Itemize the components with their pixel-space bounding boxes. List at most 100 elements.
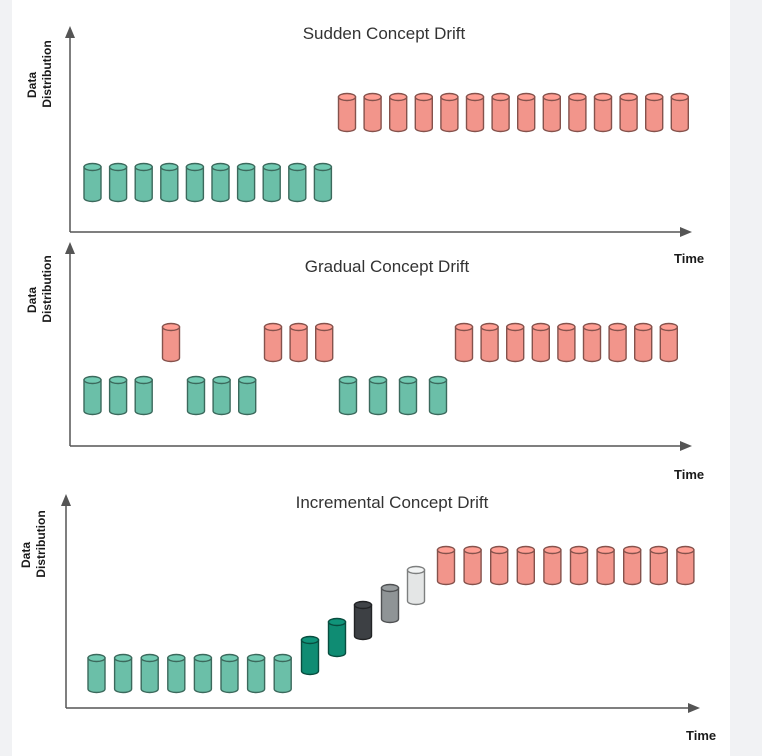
x-axis-label: Time — [674, 251, 704, 266]
cylinder-body — [186, 379, 206, 416]
cylinder-top — [353, 600, 373, 610]
cylinder-body — [108, 379, 128, 416]
cylinder-body — [161, 326, 181, 363]
data-cylinder — [327, 617, 347, 658]
cylinder-body — [289, 326, 308, 363]
cylinder-top — [193, 653, 213, 663]
panel-sudden: Sudden Concept Drift Data Distribution T… — [25, 24, 704, 266]
cylinder-body — [676, 549, 695, 586]
data-cylinder — [263, 322, 283, 363]
cylinder-body — [353, 604, 373, 641]
data-cylinder — [353, 600, 373, 641]
cylinder-body — [569, 549, 589, 586]
data-cylinder — [193, 653, 213, 694]
cylinder-body — [440, 96, 459, 133]
cylinder-top — [108, 162, 128, 172]
cylinder-body — [288, 166, 307, 203]
data-cylinder — [491, 92, 510, 133]
data-cylinder — [389, 92, 408, 133]
cylinder-body — [670, 96, 689, 133]
cylinder-body — [338, 379, 358, 416]
cylinder-top — [649, 545, 668, 555]
cylinder-body — [263, 326, 283, 363]
x-axis-label: Time — [686, 728, 716, 743]
data-cylinder — [406, 565, 426, 606]
cylinder-body — [327, 621, 347, 658]
cylinder-body — [246, 657, 266, 694]
cylinder-body — [543, 549, 562, 586]
cylinder-top — [480, 322, 499, 332]
cylinder-top — [161, 322, 181, 332]
cylinder-top — [436, 545, 456, 555]
cylinder-body — [490, 549, 509, 586]
data-cylinder — [83, 375, 102, 416]
data-cylinder — [634, 322, 653, 363]
cylinder-body — [313, 166, 333, 203]
cylinder-body — [582, 326, 602, 363]
cylinder-body — [542, 96, 561, 133]
cylinder-body — [517, 96, 536, 133]
cylinder-top — [428, 375, 448, 385]
y-axis-label-line1: Data — [19, 542, 33, 568]
cylinder-body — [398, 379, 418, 416]
data-cylinder — [212, 375, 231, 416]
cylinder-top — [568, 92, 587, 102]
cylinder-top — [185, 162, 205, 172]
cylinder-top — [608, 322, 627, 332]
cylinder-top — [623, 545, 642, 555]
data-cylinder — [649, 545, 668, 586]
data-cylinder — [167, 653, 186, 694]
data-cylinder — [569, 545, 589, 586]
data-cylinder — [645, 92, 664, 133]
cylinder-body — [160, 166, 179, 203]
x-axis-label: Time — [674, 467, 704, 482]
data-cylinder — [237, 375, 257, 416]
data-cylinder — [134, 375, 153, 416]
data-cylinder — [557, 322, 576, 363]
cylinder-top — [619, 92, 638, 102]
panel-incremental: Incremental Concept Drift Data Distribut… — [19, 493, 716, 743]
cylinder-body — [113, 657, 133, 694]
cylinder-body — [406, 569, 426, 606]
data-cylinder — [262, 162, 281, 203]
data-cylinder — [593, 92, 613, 133]
y-axis-arrow — [65, 242, 75, 254]
cylinder-top — [289, 322, 308, 332]
cylinder-top — [516, 545, 535, 555]
cylinder-body — [593, 96, 613, 133]
cylinder-top — [211, 162, 230, 172]
cylinder-body — [428, 379, 448, 416]
cylinder-group — [83, 322, 678, 416]
cylinder-body — [262, 166, 281, 203]
cylinder-top — [273, 653, 292, 663]
data-cylinder — [220, 653, 239, 694]
cylinder-body — [108, 166, 128, 203]
cylinder-top — [167, 653, 186, 663]
panel-title: Sudden Concept Drift — [303, 24, 466, 43]
cylinder-top — [634, 322, 653, 332]
data-cylinder — [582, 322, 602, 363]
data-cylinder — [87, 653, 106, 694]
cylinder-body — [568, 96, 587, 133]
data-cylinder — [289, 322, 308, 363]
cylinder-body — [465, 96, 485, 133]
data-cylinder — [596, 545, 615, 586]
cylinder-top — [212, 375, 231, 385]
cylinder-top — [313, 162, 333, 172]
data-cylinder — [506, 322, 525, 363]
cylinder-top — [83, 375, 102, 385]
cylinder-body — [454, 326, 474, 363]
cylinder-top — [262, 162, 281, 172]
data-cylinder — [490, 545, 509, 586]
cylinder-body — [516, 549, 535, 586]
cylinder-top — [87, 653, 106, 663]
cylinder-body — [380, 587, 400, 624]
cylinder-top — [236, 162, 256, 172]
data-cylinder — [338, 375, 358, 416]
cylinder-top — [440, 92, 459, 102]
cylinder-body — [414, 96, 433, 133]
cylinder-body — [134, 379, 153, 416]
cylinder-body — [212, 379, 231, 416]
data-cylinder — [463, 545, 482, 586]
